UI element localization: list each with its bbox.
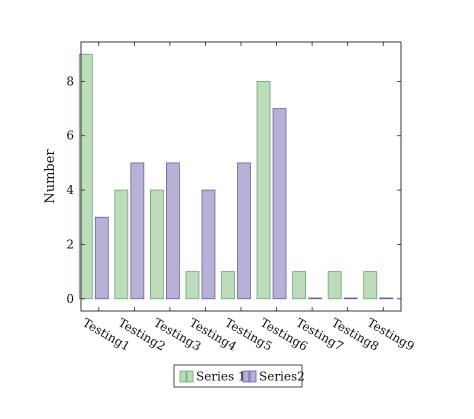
bar-series1-testing2 — [114, 189, 129, 300]
bar-series2-testing4 — [201, 189, 216, 300]
bar-series2-testing5 — [237, 162, 251, 300]
bars-layer — [78, 53, 394, 300]
y-tick-label: 0 — [66, 292, 74, 306]
bar-series1-testing6 — [256, 81, 271, 300]
bar-series2-testing9 — [379, 297, 394, 300]
bar-series2-testing6 — [272, 108, 287, 300]
y-tick-label: 6 — [66, 129, 74, 143]
legend: Series 1 Series2 — [173, 364, 305, 388]
legend-label-series2: Series2 — [259, 370, 305, 384]
legend-swatch-series1-b — [186, 370, 194, 383]
bar-series2-testing1 — [94, 216, 109, 300]
bar-series1-testing3 — [149, 189, 164, 300]
bar-series1-testing1 — [78, 53, 93, 300]
legend-swatch-series2 — [242, 370, 250, 383]
bar-series1-testing9 — [363, 271, 378, 300]
y-tick-label: 2 — [66, 237, 74, 251]
bar-series1-testing7 — [292, 271, 307, 300]
y-axis: 0 2 4 6 8 — [66, 74, 401, 306]
legend-box — [173, 364, 303, 388]
y-axis-label: Number — [43, 149, 58, 204]
bar-series2-testing7 — [308, 297, 323, 300]
y-tick-label: 8 — [66, 74, 74, 88]
bar-series2-testing3 — [165, 162, 180, 300]
bar-series2-testing2 — [130, 162, 145, 300]
bar-series2-testing8 — [343, 297, 358, 300]
legend-label-series1: Series 1 — [196, 370, 246, 384]
bar-series1-testing4 — [185, 271, 200, 300]
bar-series1-testing5 — [221, 271, 235, 300]
bar-series1-testing8 — [327, 271, 342, 300]
legend-swatch-series2-b — [249, 370, 257, 383]
legend-swatch-series1 — [179, 370, 187, 383]
y-tick-label: 4 — [66, 183, 74, 197]
